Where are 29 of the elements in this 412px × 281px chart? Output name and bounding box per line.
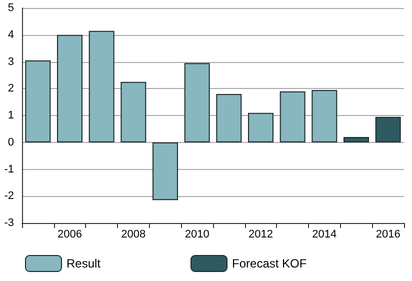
y-tick-label: 5 xyxy=(8,2,14,14)
bar xyxy=(88,30,114,142)
y-tick-label: -1 xyxy=(4,163,14,176)
bar xyxy=(25,60,51,142)
bar xyxy=(280,91,306,142)
legend-label: Result xyxy=(66,256,102,270)
bar xyxy=(248,112,274,142)
x-tick-label: 2008 xyxy=(121,228,146,240)
x-tick-label: 2012 xyxy=(248,228,273,240)
x-tick-label: 2014 xyxy=(312,228,337,240)
y-tick-label: 0 xyxy=(8,136,14,148)
x-tick-label: 2010 xyxy=(184,228,210,240)
bar xyxy=(344,137,369,142)
y-tick-label: 1 xyxy=(8,110,14,122)
bar xyxy=(312,90,338,142)
y-tick-label: -2 xyxy=(4,190,14,202)
y-tick-label: 3 xyxy=(8,56,14,68)
x-tick-label: 2016 xyxy=(376,228,400,240)
bar xyxy=(152,142,178,200)
bar xyxy=(184,63,210,142)
y-tick-label: 2 xyxy=(8,82,14,95)
bar xyxy=(375,116,401,142)
x-tick-label: 2006 xyxy=(58,228,82,240)
y-tick-label: -3 xyxy=(4,217,14,229)
legend-label: Forecast KOF xyxy=(232,256,307,270)
y-tick-label: 4 xyxy=(8,28,14,41)
bar xyxy=(120,82,146,142)
bar xyxy=(216,94,242,142)
bar xyxy=(57,34,82,142)
